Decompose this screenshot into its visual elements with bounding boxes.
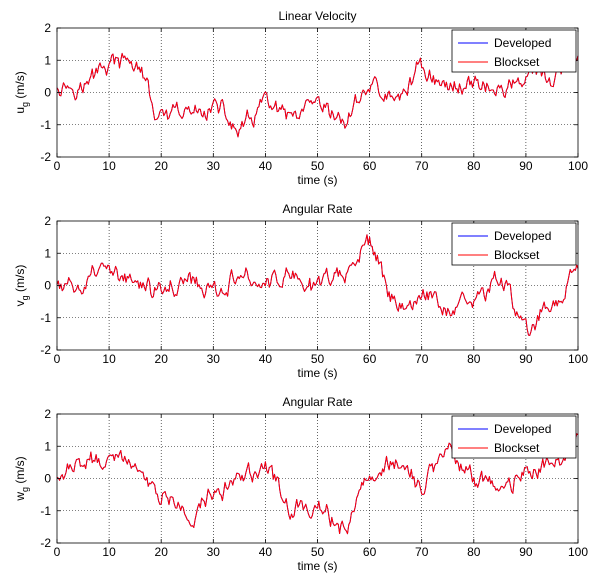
legend-label-developed: Developed <box>494 422 551 436</box>
x-tick-label: 30 <box>207 159 221 173</box>
series-line-blockset <box>56 433 579 535</box>
x-tick-label: 10 <box>102 159 116 173</box>
y-tick-label: 0 <box>44 279 51 293</box>
legend-label-blockset: Blockset <box>494 441 540 455</box>
y-tick-label: -1 <box>40 504 51 518</box>
x-tick-label: 0 <box>54 545 61 559</box>
chart-title: Linear Velocity <box>278 9 356 23</box>
y-tick-label: 0 <box>44 86 51 100</box>
y-label-subscript: g <box>20 102 30 107</box>
x-tick-label: 60 <box>363 159 377 173</box>
x-tick-label: 30 <box>207 352 221 366</box>
series-line-blockset <box>56 52 579 138</box>
y-tick-label: -2 <box>40 343 51 357</box>
x-tick-label: 50 <box>311 352 325 366</box>
x-tick-label: 60 <box>363 545 377 559</box>
x-tick-label: 90 <box>519 545 533 559</box>
x-tick-label: 20 <box>155 545 169 559</box>
x-tick-label: 20 <box>155 352 169 366</box>
x-tick-label: 80 <box>467 352 481 366</box>
x-tick-label: 0 <box>54 352 61 366</box>
y-label-unit: (m/s) <box>13 265 27 296</box>
series-line-blockset <box>56 234 579 336</box>
legend-box <box>451 415 577 459</box>
legend-label-blockset: Blockset <box>494 55 540 69</box>
x-tick-label: 100 <box>568 159 588 173</box>
y-label-unit: (m/s) <box>13 456 27 487</box>
x-tick-label: 90 <box>519 159 533 173</box>
y-label-subscript: g <box>20 295 30 300</box>
x-tick-label: 80 <box>467 159 481 173</box>
x-axis-label: time (s) <box>298 559 338 573</box>
x-tick-label: 10 <box>102 545 116 559</box>
x-tick-label: 80 <box>467 545 481 559</box>
y-label-symbol: u <box>13 107 27 114</box>
x-tick-label: 90 <box>519 352 533 366</box>
y-tick-label: -1 <box>40 118 51 132</box>
legend-label-developed: Developed <box>494 229 551 243</box>
legend-box <box>451 222 577 266</box>
y-tick-label: 1 <box>44 246 51 260</box>
y-tick-label: 1 <box>44 53 51 67</box>
y-tick-label: 2 <box>44 214 51 228</box>
y-tick-label: 2 <box>44 21 51 35</box>
y-label-subscript: g <box>20 487 30 492</box>
y-tick-label: -1 <box>40 311 51 325</box>
x-axis-label: time (s) <box>298 366 338 380</box>
chart-title: Angular Rate <box>282 202 352 216</box>
x-tick-label: 70 <box>415 545 429 559</box>
legend: Developed Blockset <box>451 415 577 459</box>
legend: Developed Blockset <box>451 29 577 73</box>
x-tick-label: 10 <box>102 352 116 366</box>
x-tick-label: 60 <box>363 352 377 366</box>
x-tick-label: 40 <box>259 159 273 173</box>
subplot-3: 0 10 20 30 40 50 60 70 80 90 100 -2 -1 0 1 2 Angular Rat… <box>13 395 588 573</box>
y-label-symbol: v <box>13 300 27 306</box>
x-tick-label: 70 <box>415 352 429 366</box>
y-axis-label: vg (m/s) <box>13 265 30 307</box>
x-tick-label: 100 <box>568 545 588 559</box>
legend: Developed Blockset <box>451 222 577 266</box>
subplot-2: 0 10 20 30 40 50 60 70 80 90 100 -2 -1 0 1 2 Angular Rat… <box>13 202 588 380</box>
x-tick-label: 100 <box>568 352 588 366</box>
y-tick-label: -2 <box>40 536 51 550</box>
x-axis-label: time (s) <box>298 173 338 187</box>
chart-title: Angular Rate <box>282 395 352 409</box>
y-tick-label: -2 <box>40 150 51 164</box>
y-tick-label: 0 <box>44 472 51 486</box>
y-label-unit: (m/s) <box>13 71 27 102</box>
x-tick-label: 50 <box>311 159 325 173</box>
x-tick-label: 20 <box>155 159 169 173</box>
x-tick-label: 0 <box>54 159 61 173</box>
x-tick-label: 30 <box>207 545 221 559</box>
y-axis-label: wg (m/s) <box>13 456 30 501</box>
subplot-1: 0 10 20 30 40 50 60 70 80 90 100 -2 -1 0 1 2 Linear Velo… <box>13 9 588 187</box>
legend-label-blockset: Blockset <box>494 248 540 262</box>
legend-label-developed: Developed <box>494 36 551 50</box>
y-tick-label: 1 <box>44 439 51 453</box>
y-tick-label: 2 <box>44 407 51 421</box>
y-label-symbol: w <box>13 492 27 502</box>
x-tick-label: 40 <box>259 352 273 366</box>
y-axis-label: ug (m/s) <box>13 71 30 113</box>
x-tick-label: 70 <box>415 159 429 173</box>
legend-box <box>451 29 577 73</box>
x-tick-label: 50 <box>311 545 325 559</box>
x-tick-label: 40 <box>259 545 273 559</box>
